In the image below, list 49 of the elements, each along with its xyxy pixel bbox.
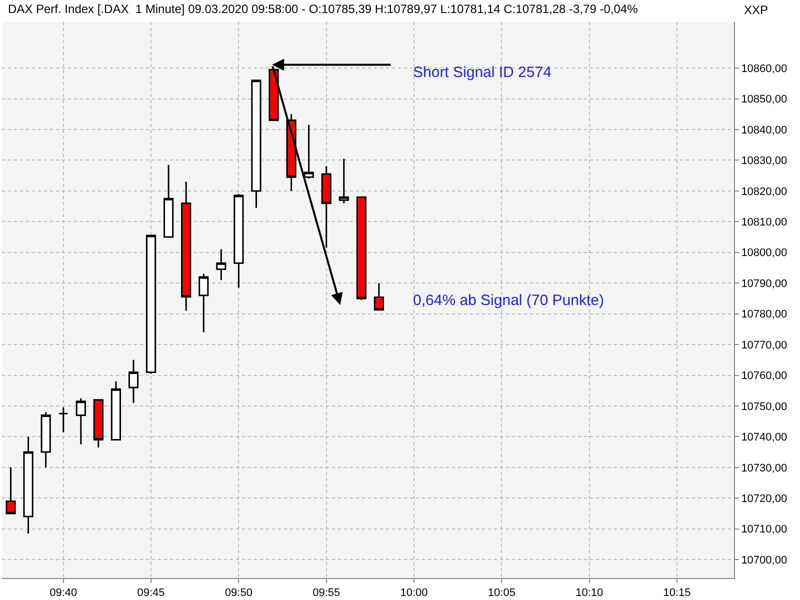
candlestick: [58, 406, 68, 433]
annotation: 0,64% ab Signal (70 Punkte): [413, 292, 604, 309]
x-tick-label: 10:15: [663, 587, 691, 600]
chart-title: DAX Perf. Index [.DAX 1 Minute] 09.03.2020 09:58:00 - O:10785,39 H:10789,97 L:10781,14 C:10781,28 -3,79 -0,04%: [8, 2, 638, 16]
y-tick-label: 10740,00: [741, 432, 788, 444]
y-tick-label: 10850,00: [741, 94, 788, 106]
y-tick-label: 10840,00: [741, 124, 788, 136]
y-tick-label: 10810,00: [741, 216, 788, 229]
candlestick: [304, 124, 314, 180]
candlestick: [321, 166, 332, 249]
candlestick: [6, 466, 16, 514]
candlestick: [181, 180, 192, 312]
candlestick: [23, 436, 34, 534]
candlestick: [198, 273, 209, 333]
text: XXP: [744, 3, 768, 17]
y-tick-label: 10700,00: [741, 554, 788, 566]
candlestick: [216, 248, 226, 281]
y-tick-label: 10780,00: [741, 308, 788, 321]
y-tick-label: 10820,00: [741, 186, 788, 198]
y-tick-label: 10750,00: [741, 400, 788, 413]
x-tick-label: 09:50: [224, 587, 252, 600]
candlestick: [356, 196, 366, 301]
candlestick: [146, 234, 156, 374]
x-tick-label: 09:45: [137, 587, 165, 600]
y-tick-label: 10790,00: [741, 278, 788, 290]
y-tick-label: 10720,00: [741, 492, 788, 505]
y-tick-label: 10770,00: [741, 339, 788, 352]
y-tick-label: 10860,00: [741, 62, 788, 75]
annotation: Short Signal ID 2574: [413, 64, 552, 81]
candlestick: [76, 398, 86, 446]
y-tick-label: 10710,00: [741, 524, 788, 536]
candlestick: [110, 380, 122, 441]
candlestick: [40, 411, 51, 468]
y-tick-label: 10730,00: [741, 462, 788, 474]
y-tick-label: 10800,00: [741, 247, 788, 260]
candlestick: [164, 164, 174, 238]
x-tick-label: 10:00: [400, 587, 428, 600]
candlestick: [374, 282, 384, 312]
candlestick: [338, 158, 349, 204]
candlestick: [251, 80, 262, 209]
candlestick: [234, 193, 244, 288]
x-tick-label: 10:05: [488, 587, 516, 600]
x-tick-label: 09:55: [312, 587, 340, 600]
candlestick: [128, 359, 139, 404]
x-tick-label: 10:10: [576, 587, 604, 600]
candlestick: [93, 399, 104, 448]
y-tick-label: 10830,00: [741, 155, 788, 168]
x-tick-label: 09:40: [50, 587, 78, 600]
y-tick-label: 10760,00: [741, 370, 788, 382]
